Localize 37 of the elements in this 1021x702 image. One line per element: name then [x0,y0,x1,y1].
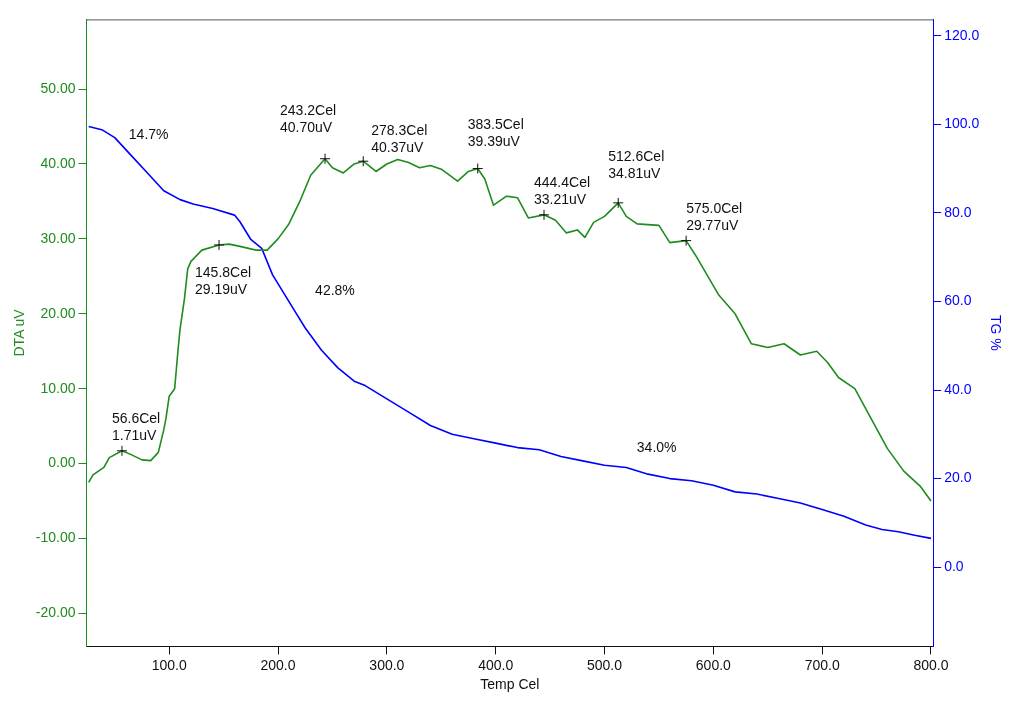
annotation: 14.7% [128,125,169,142]
annotation: 145.8Cel 29.19uV [195,263,252,297]
annotation: 383.5Cel 39.39uV [467,115,524,149]
y-tick-label: 0.00 [48,454,76,471]
annotation: 34.0% [636,439,677,456]
y-tick-label: 40.00 [40,154,76,171]
y-axis-title: DTA uV [11,308,28,357]
y2-tick-label: 80.0 [944,203,972,220]
y-tick-label: -20.00 [35,604,76,621]
y-tick-label: 10.00 [40,379,76,396]
annotation: 444.4Cel 33.21uV [534,173,591,207]
x-tick-label: 700.0 [804,656,840,673]
y2-tick-label: 40.0 [944,380,972,397]
x-tick-label: 600.0 [695,656,732,673]
annotation: 56.6Cel 1.71uV [111,409,161,443]
x-axis-title: Temp Cel [480,676,540,693]
y2-tick-label: 100.0 [944,115,980,132]
y-tick-label: 20.00 [40,304,76,321]
x-tick-label: 200.0 [260,656,296,673]
y2-tick-label: 60.0 [944,292,972,309]
annotation: 278.3Cel 40.37uV [371,122,428,156]
x-tick-label: 300.0 [369,656,405,673]
x-tick-label: 800.0 [913,656,949,673]
y2-tick-label: 0.0 [944,558,964,574]
y-tick-label: -10.00 [35,529,76,546]
annotation: 512.6Cel 34.81uV [608,147,665,181]
annotation: 243.2Cel 40.70uV [280,101,337,135]
y-tick-label: 50.00 [40,79,76,96]
x-tick-label: 400.0 [478,656,514,673]
y2-axis-title: TG % [987,315,1004,351]
annotation: 575.0Cel 29.77uV [686,199,743,233]
x-tick-label: 500.0 [586,656,623,673]
annotation: 42.8% [315,282,355,299]
y-tick-label: 30.00 [40,229,76,246]
y2-tick-label: 120.0 [944,26,980,43]
y2-tick-label: 20.0 [944,469,972,486]
x-tick-label: 100.0 [151,656,187,673]
